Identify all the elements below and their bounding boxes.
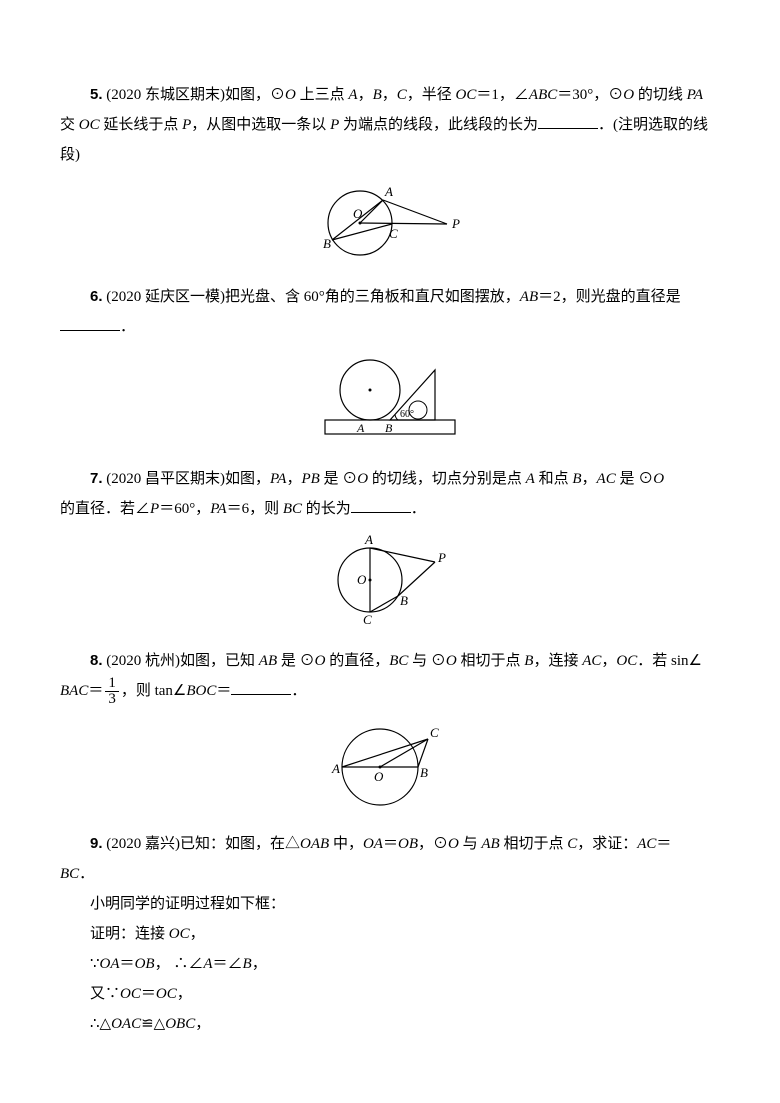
svg-text:C: C	[363, 612, 372, 627]
problem-number: 7.	[90, 470, 103, 487]
problem-number: 6.	[90, 288, 103, 305]
problem-8-cont: BAC＝13，则 tan∠BOC＝．	[60, 676, 720, 707]
source: (2020 杭州)	[106, 653, 180, 669]
figure-8: A B C O	[60, 715, 720, 821]
svg-text:C: C	[430, 725, 439, 740]
problem-number: 8.	[90, 652, 103, 669]
fraction-one-third: 13	[105, 676, 119, 707]
svg-text:O: O	[353, 206, 363, 221]
proof-intro: 小明同学的证明过程如下框：	[60, 889, 720, 919]
svg-text:O: O	[357, 572, 367, 587]
svg-text:P: P	[451, 216, 460, 231]
problem-5: 5. (2020 东城区期末)如图，⊙O 上三点 A，B，C，半径 OC＝1，∠…	[60, 80, 720, 170]
svg-text:A: A	[364, 532, 373, 547]
figure-5: A B C O P	[60, 178, 720, 274]
svg-text:B: B	[385, 421, 393, 435]
figure-7: A B C O P	[60, 532, 720, 638]
answer-blank	[231, 679, 291, 695]
svg-text:O: O	[374, 769, 384, 784]
svg-text:P: P	[437, 550, 446, 565]
proof-line-2: ∵OA＝OB， ∴∠A＝∠B，	[60, 949, 720, 979]
problem-6: 6. (2020 延庆区一模)把光盘、含 60°角的三角板和直尺如图摆放，AB＝…	[60, 282, 720, 342]
source: (2020 延庆区一模)	[106, 289, 225, 305]
answer-blank	[538, 113, 598, 129]
source: (2020 嘉兴)	[106, 836, 180, 852]
problem-number: 5.	[90, 86, 103, 103]
problem-9: 9. (2020 嘉兴)已知：如图，在△OAB 中，OA＝OB，⊙O 与 AB …	[60, 829, 720, 859]
proof-line-1: 证明：连接 OC，	[60, 919, 720, 949]
svg-text:C: C	[389, 226, 398, 241]
source: (2020 东城区期末)	[106, 87, 225, 103]
problem-7-cont: 的直径．若∠P＝60°，PA＝6，则 BC 的长为．	[60, 494, 720, 524]
page-content: 5. (2020 东城区期末)如图，⊙O 上三点 A，B，C，半径 OC＝1，∠…	[0, 0, 780, 1079]
source: (2020 昌平区期末)	[106, 471, 225, 487]
problem-8: 8. (2020 杭州)如图，已知 AB 是 ⊙O 的直径，BC 与 ⊙O 相切…	[60, 646, 720, 676]
problem-9-cont: BC．	[60, 859, 720, 889]
svg-text:A: A	[356, 421, 365, 435]
problem-7: 7. (2020 昌平区期末)如图，PA，PB 是 ⊙O 的切线，切点分别是点 …	[60, 464, 720, 494]
answer-blank	[351, 497, 411, 513]
proof-line-3: 又∵OC＝OC，	[60, 979, 720, 1009]
proof-line-4: ∴△OAC≌△OBC，	[60, 1009, 720, 1039]
svg-text:B: B	[400, 593, 408, 608]
svg-text:A: A	[331, 761, 340, 776]
answer-blank	[60, 315, 120, 331]
problem-number: 9.	[90, 835, 103, 852]
svg-text:A: A	[384, 184, 393, 199]
svg-text:B: B	[420, 765, 428, 780]
svg-text:60°: 60°	[400, 409, 414, 420]
figure-6: 60° A B	[60, 350, 720, 456]
svg-text:B: B	[323, 236, 331, 251]
